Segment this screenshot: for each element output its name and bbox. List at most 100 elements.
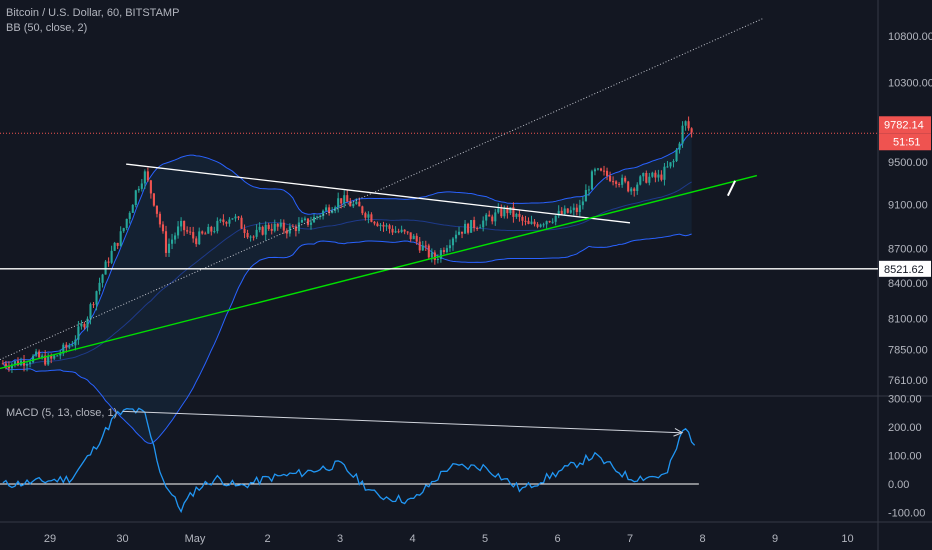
candle-body [584,190,587,202]
candle-body [675,149,678,162]
candle-body [131,204,134,213]
candle-body [660,174,663,180]
candle-body [639,176,642,185]
candle-body [119,231,122,246]
candle-body [488,214,491,217]
candle-body [491,216,494,222]
candle-body [92,304,95,306]
candle-body [427,245,430,258]
candle-body [35,351,38,356]
candle-body [282,222,285,231]
time-tick-label: 7 [627,533,633,545]
candle-body [572,207,575,211]
candle-body [557,210,560,216]
symbol-legend[interactable]: Bitcoin / U.S. Dollar, 60, BITSTAMP [6,7,180,19]
candle-body [294,226,297,231]
candle-body [524,220,527,222]
candle-body [180,220,183,227]
candle-body [25,363,29,366]
candle-body [32,355,35,363]
candle-body [101,274,104,283]
candle-body [581,201,584,206]
candle-body [361,206,364,214]
macd-tick-label: -100.00 [888,508,925,520]
candle-body [331,210,334,213]
candle-body [445,248,448,253]
candle-body [161,224,165,232]
candle-body [312,216,316,223]
time-tick-label: 10 [841,533,853,545]
price-tick-label: 7610.00 [888,375,928,387]
candle-body [518,213,521,217]
candle-body [7,366,10,369]
candle-body [376,223,379,227]
candle-body [228,219,231,224]
time-tick-label: 30 [116,533,128,545]
candle-body [59,353,62,356]
macd-legend[interactable]: MACD (5, 13, close, 1) [6,407,118,419]
candle-body [71,345,74,347]
candle-body [654,172,657,178]
candle-body [116,242,119,246]
candle-body [533,221,536,225]
price-tick-label: 8700.00 [888,243,928,255]
candle-body [306,218,310,225]
price-tick-label: 10800.00 [888,31,932,43]
price-tick-label: 8400.00 [888,278,928,290]
candle-body [545,221,548,225]
candle-body [618,183,621,185]
candle-body [663,166,666,180]
candle-body [149,180,152,194]
level-value: 8521.62 [884,264,924,276]
bb-legend[interactable]: BB (50, close, 2) [6,22,88,34]
candle-body [255,229,258,237]
candle-body [56,355,59,357]
candle-body [548,221,551,223]
candle-body [627,181,630,192]
candle-body [352,203,355,207]
candle-body [74,339,77,346]
candle-body [328,207,331,213]
candle-body [322,210,325,217]
candle-body [216,220,219,232]
candle-body [104,261,107,275]
candle-body [10,364,13,369]
candle-body [62,344,65,354]
candle-body [599,168,603,171]
time-tick-label: 4 [409,533,415,545]
candle-body [439,250,442,259]
macd-tick-label: 100.00 [888,451,922,463]
candle-body [633,188,636,192]
candle-body [642,172,645,177]
candle-body [340,198,343,204]
candle-body [13,361,17,365]
macd-line [2,407,696,514]
candle-body [38,351,41,358]
candle-body [373,221,376,224]
time-tick-label: 29 [44,533,56,545]
candle-body [89,304,92,319]
candle-body [22,360,26,366]
candle-body [204,233,207,235]
candle-body [65,344,68,348]
candle-body [424,245,427,247]
countdown-tag [879,133,931,151]
bb-fill [2,132,692,444]
candle-body [621,177,624,185]
candle-body [602,170,606,172]
candle-body [152,193,155,206]
candle-body [657,174,660,178]
candle-body [506,207,509,214]
candle-body [563,208,566,215]
candle-body [174,235,177,240]
candle-body [249,236,252,238]
candle-body [497,208,500,213]
candle-body [442,250,445,253]
candle-body [285,230,288,234]
bb-lower-line [2,233,692,445]
candle-body [690,128,693,133]
candle-body [436,258,439,261]
candle-body [258,226,261,230]
candle-body [636,184,639,192]
